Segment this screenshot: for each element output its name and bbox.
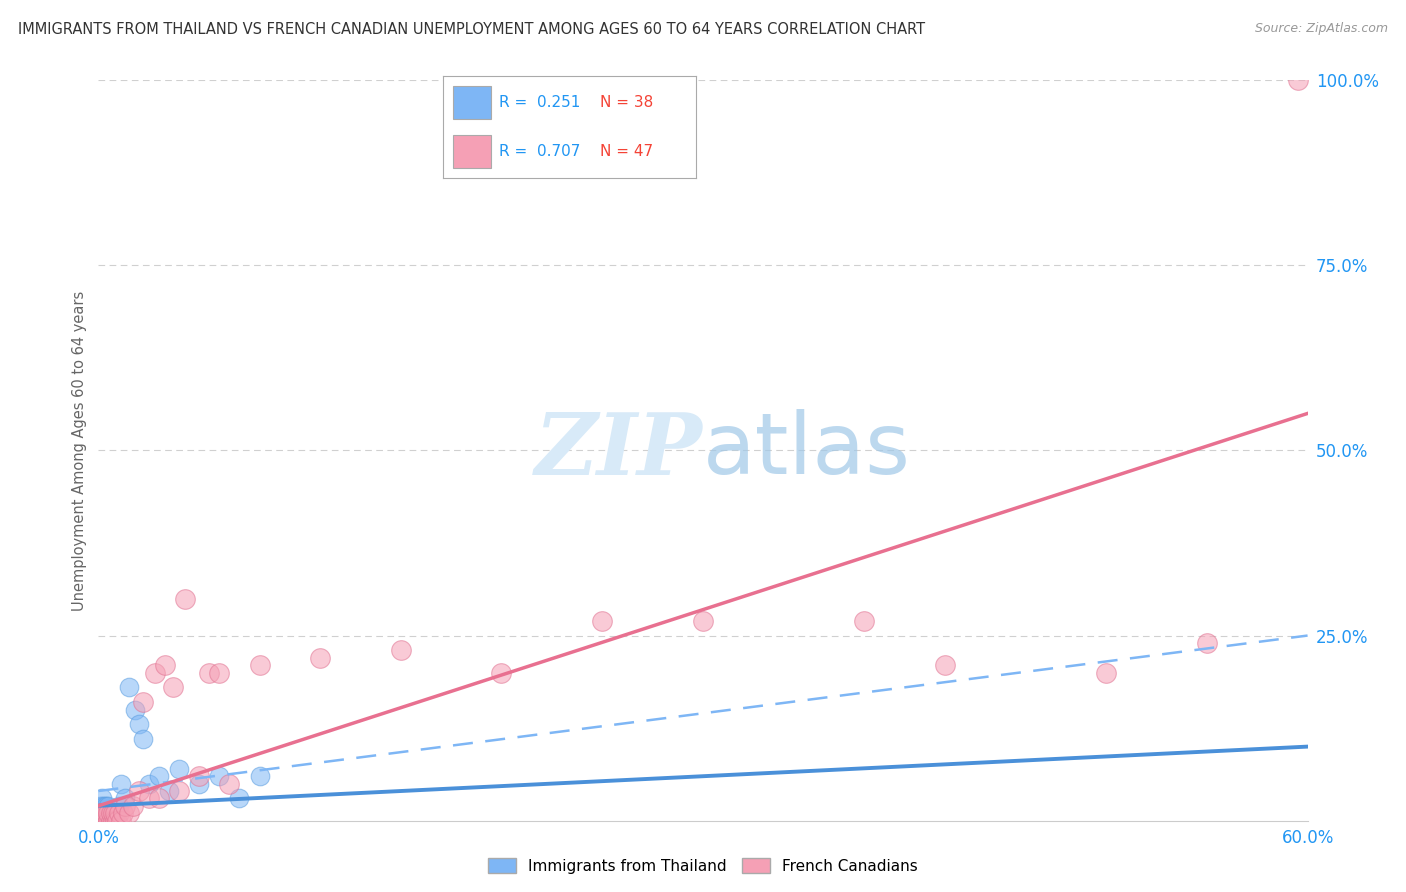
Point xyxy=(138,776,160,791)
Point xyxy=(91,806,114,821)
Point xyxy=(114,791,136,805)
Point xyxy=(110,814,132,828)
Point xyxy=(97,798,120,813)
Point xyxy=(249,658,271,673)
Point xyxy=(101,806,124,821)
Point xyxy=(100,814,122,828)
Text: N = 47: N = 47 xyxy=(600,145,652,160)
Y-axis label: Unemployment Among Ages 60 to 64 years: Unemployment Among Ages 60 to 64 years xyxy=(72,290,87,611)
Point xyxy=(107,806,129,821)
Point xyxy=(591,614,613,628)
Point xyxy=(1195,636,1218,650)
Point xyxy=(692,614,714,628)
Point xyxy=(309,650,332,665)
Point xyxy=(89,814,111,828)
Point xyxy=(105,814,128,828)
Text: R =  0.251: R = 0.251 xyxy=(499,95,579,110)
Point xyxy=(228,791,250,805)
Point xyxy=(96,814,118,828)
Point xyxy=(103,806,125,821)
Point xyxy=(148,769,170,783)
Point xyxy=(103,814,125,828)
Text: atlas: atlas xyxy=(703,409,911,492)
Point xyxy=(101,806,124,821)
Point xyxy=(91,798,114,813)
Point xyxy=(157,784,180,798)
Point xyxy=(162,681,184,695)
Point xyxy=(93,806,115,821)
Text: R =  0.707: R = 0.707 xyxy=(499,145,579,160)
Point xyxy=(93,798,115,813)
Point xyxy=(89,806,111,821)
Point xyxy=(91,814,114,828)
Bar xyxy=(453,87,491,119)
Text: N = 38: N = 38 xyxy=(600,95,652,110)
Point xyxy=(114,798,136,813)
Point xyxy=(128,717,150,731)
Point xyxy=(198,665,221,680)
Point xyxy=(96,798,118,813)
Point xyxy=(96,814,118,828)
Point xyxy=(249,769,271,783)
Point xyxy=(853,614,876,628)
Point xyxy=(100,814,122,828)
Point xyxy=(188,776,211,791)
Point xyxy=(208,665,231,680)
Bar xyxy=(453,136,491,168)
Point xyxy=(132,695,155,709)
Point xyxy=(97,814,120,828)
Text: Source: ZipAtlas.com: Source: ZipAtlas.com xyxy=(1254,22,1388,36)
Point xyxy=(167,784,190,798)
Point xyxy=(96,806,118,821)
Point xyxy=(111,806,134,821)
Point xyxy=(138,791,160,805)
Point xyxy=(491,665,513,680)
Point xyxy=(96,806,118,821)
Text: IMMIGRANTS FROM THAILAND VS FRENCH CANADIAN UNEMPLOYMENT AMONG AGES 60 TO 64 YEA: IMMIGRANTS FROM THAILAND VS FRENCH CANAD… xyxy=(18,22,925,37)
Point xyxy=(89,806,111,821)
Point xyxy=(89,814,111,828)
Point xyxy=(124,703,146,717)
Point xyxy=(188,769,211,783)
Point xyxy=(93,806,115,821)
Point xyxy=(174,591,197,606)
Point xyxy=(128,784,150,798)
Point xyxy=(934,658,956,673)
Point xyxy=(218,776,240,791)
Point xyxy=(91,791,114,805)
Point xyxy=(105,814,128,828)
Point xyxy=(91,806,114,821)
Point xyxy=(100,806,122,821)
Point xyxy=(153,658,176,673)
Point xyxy=(97,806,120,821)
Point xyxy=(208,769,231,783)
Point xyxy=(118,806,141,821)
Text: ZIP: ZIP xyxy=(536,409,703,492)
Point xyxy=(97,806,120,821)
Point xyxy=(143,665,166,680)
Point xyxy=(107,798,129,813)
Point xyxy=(132,732,155,747)
Point xyxy=(148,791,170,805)
Legend: Immigrants from Thailand, French Canadians: Immigrants from Thailand, French Canadia… xyxy=(482,852,924,880)
Point xyxy=(101,814,124,828)
Point xyxy=(110,776,132,791)
Point xyxy=(1286,73,1309,87)
Point xyxy=(100,806,122,821)
Point xyxy=(389,643,412,657)
Point xyxy=(121,798,143,813)
Point xyxy=(89,798,111,813)
Point xyxy=(101,814,124,828)
Point xyxy=(103,806,125,821)
Point xyxy=(1095,665,1118,680)
Point xyxy=(118,681,141,695)
Point xyxy=(97,814,120,828)
Point xyxy=(167,762,190,776)
Point xyxy=(103,814,125,828)
Point xyxy=(91,814,114,828)
Point xyxy=(93,814,115,828)
Point xyxy=(93,814,115,828)
